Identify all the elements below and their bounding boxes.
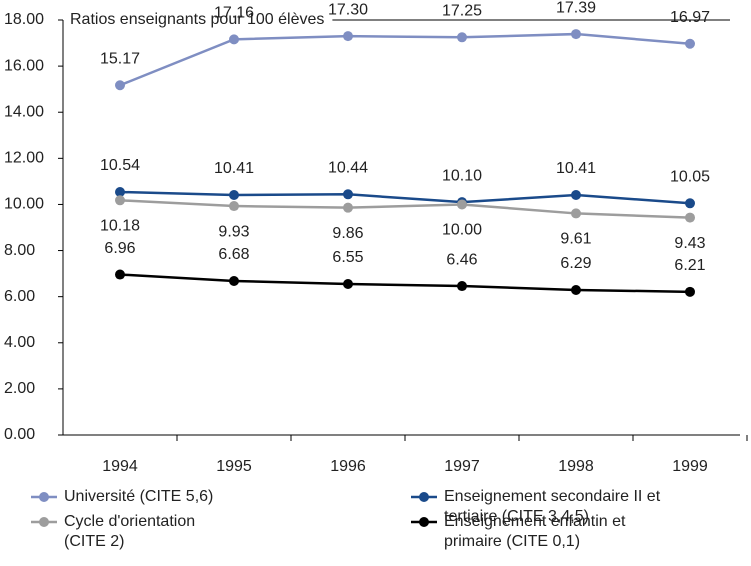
data-label: 6.29 [560,255,591,272]
legend-item: Enseignement secondaire II et tertiaire … [410,487,710,527]
data-label: 6.96 [104,240,135,257]
point [229,275,239,286]
point [685,212,695,223]
data-label: 10.54 [100,157,140,174]
series-line [119,190,691,205]
y-tick-label: 12.00 [4,150,44,167]
point [115,195,125,206]
x-tick-label: 1997 [444,458,480,475]
x-tick-label: 1999 [672,458,708,475]
point [685,38,695,49]
legend-item: Université (CITE 5,6) [30,487,260,507]
data-label: 10.18 [100,218,140,235]
point [229,189,239,200]
legend-marker [39,517,49,527]
y-tick-label: 10.00 [4,196,44,213]
x-tick-label: 1998 [558,458,594,475]
point [343,278,353,289]
data-label: 17.25 [442,3,482,20]
y-tick-label: 14.00 [4,103,44,120]
point [571,189,581,200]
data-label: 10.00 [442,222,482,239]
y-tick-label: 18.00 [4,11,44,28]
point [685,198,695,209]
y-tick-label: 0.00 [4,426,35,443]
legend-label: Cycle d'orientation (CITE 2) [64,513,196,550]
series-line [119,273,691,294]
legend-swatch [31,492,57,502]
series-line [119,199,691,219]
data-label: 10.44 [328,160,368,177]
data-label: 9.86 [332,225,363,242]
series-line [119,32,691,87]
legend-label: Enseignement secondaire II et tertiaire … [444,488,661,525]
data-label: 10.10 [442,167,482,184]
y-tick-label: 4.00 [4,334,35,351]
point [115,269,125,280]
legend-item: Cycle d'orientation (CITE 2) [30,512,240,552]
legend-label: Université (CITE 5,6) [64,488,214,505]
legend-marker [419,492,429,502]
data-label: 6.46 [446,251,477,268]
y-tick-label: 16.00 [4,57,44,74]
data-label: 6.55 [332,249,363,266]
x-tick-label: 1995 [216,458,252,475]
data-label: 10.05 [670,169,710,186]
y-tick-label: 2.00 [4,380,35,397]
data-label: 16.97 [670,9,710,26]
point [229,201,239,212]
data-label: 6.68 [218,246,249,263]
data-label: 17.39 [556,0,596,16]
chart-title: Ratios enseignants pour 100 élèves [70,11,324,28]
legend-label: Enseignement enfantin et primaire (CITE … [444,513,626,550]
data-label: 6.21 [674,257,705,274]
point [457,281,467,292]
data-label: 10.41 [556,160,596,177]
data-label: 9.61 [560,231,591,248]
legend-swatch [411,492,437,502]
point [571,208,581,219]
y-tick-label: 8.00 [4,242,35,259]
data-label: 17.16 [214,5,254,22]
point [115,80,125,91]
point [457,199,467,210]
chart: Ratios enseignants pour 100 élèves 0.00 2… [4,0,748,475]
point [343,202,353,213]
data-label: 9.93 [218,223,249,240]
data-label: 17.30 [328,1,368,18]
point [571,29,581,40]
x-tick-label: 1994 [102,458,138,475]
point [457,32,467,43]
data-label: 9.43 [674,235,705,252]
point [571,284,581,295]
point [343,31,353,42]
legend-marker [39,492,49,502]
legend-swatch [31,517,57,527]
y-tick-label: 6.00 [4,288,35,305]
point [229,34,239,45]
legend-item: Enseignement enfantin et primaire (CITE … [410,512,670,552]
legend-swatch [411,517,437,527]
x-tick-label: 1996 [330,458,366,475]
point [343,189,353,200]
data-label: 15.17 [100,50,140,67]
point [115,186,125,197]
point [685,286,695,297]
data-label: 10.41 [214,160,254,177]
legend-marker [419,517,429,527]
